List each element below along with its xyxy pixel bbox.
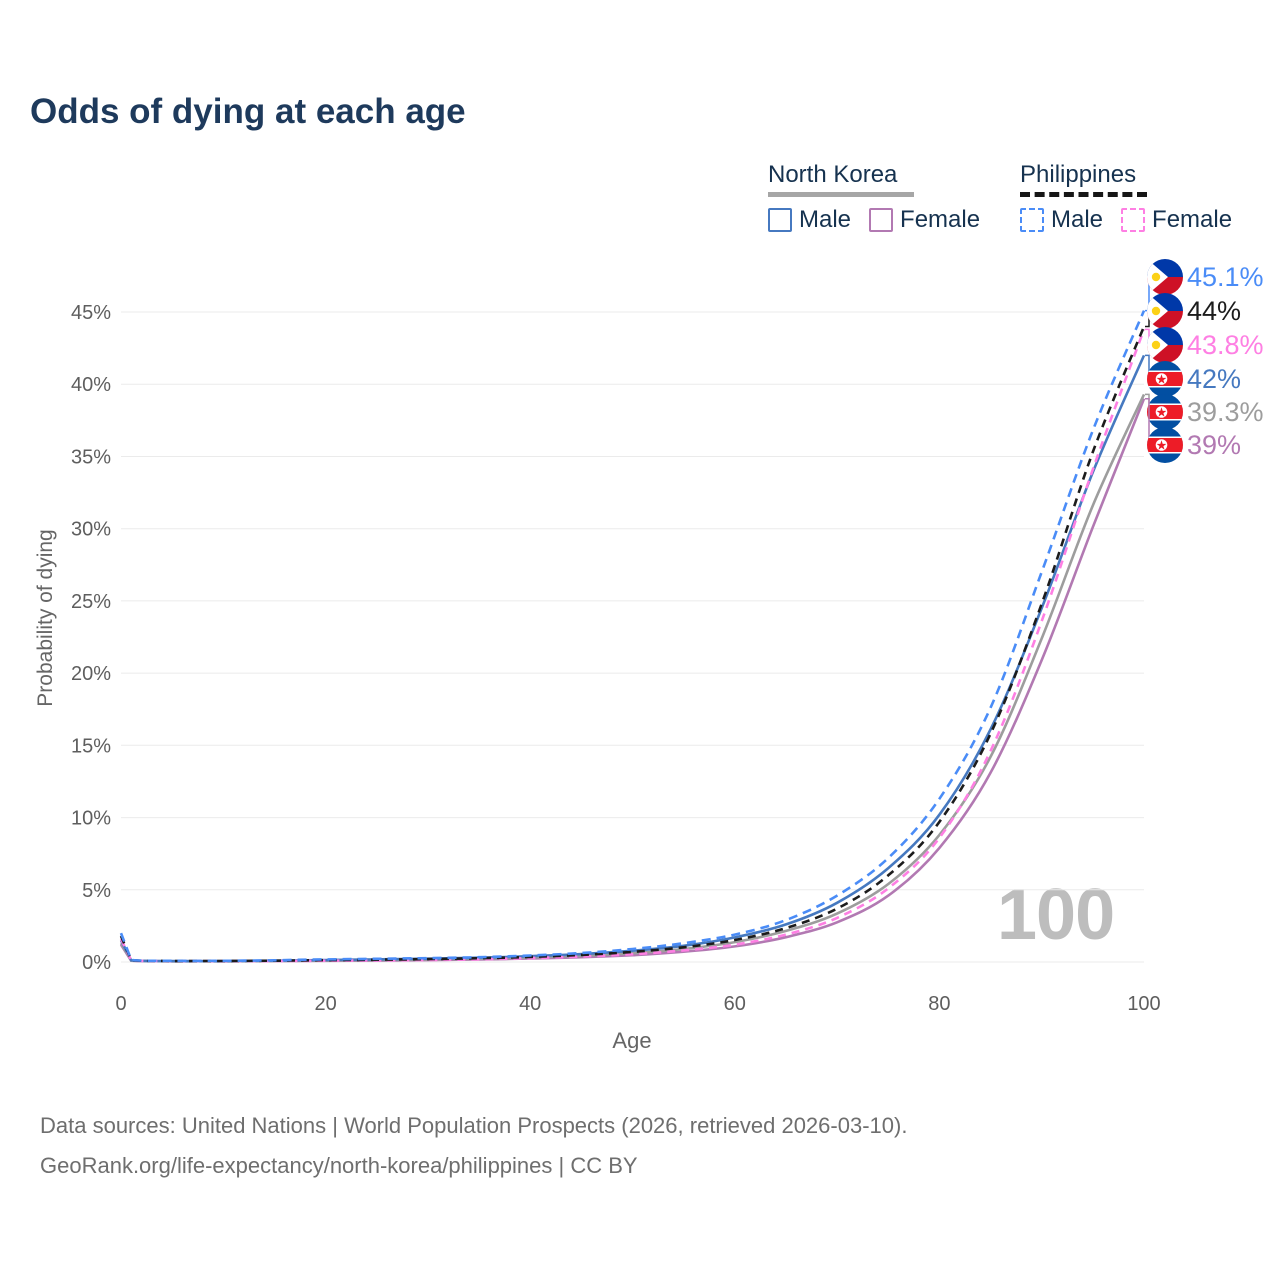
series-line-north-korea-female (119, 398, 1146, 963)
end-value-label: 44% (1187, 296, 1241, 326)
north-korea-flag-icon (1147, 361, 1183, 397)
watermark-age-label: 100 (997, 875, 1115, 955)
legend-group-north-korea: North Korea Male Female (768, 161, 998, 234)
philippines-flag-icon (1147, 293, 1183, 329)
end-value-label: 39.3% (1187, 397, 1264, 427)
checkbox-north-korea-female[interactable] (869, 208, 894, 232)
legend-item-label: Female (1152, 206, 1233, 233)
leader-line (1145, 397, 1157, 446)
end-value-label: 39% (1187, 430, 1241, 460)
leader-line (1145, 354, 1157, 380)
philippines-line-style-swatch (1020, 192, 1147, 197)
series-line-north-korea-overall (119, 393, 1146, 963)
x-axis-title: Age (612, 1028, 652, 1053)
x-tick-label: 20 (314, 993, 336, 1015)
philippines-flag-icon (1147, 327, 1183, 363)
x-tick-label: 100 (1127, 993, 1160, 1015)
series-line-north-korea-male (119, 354, 1146, 963)
checkbox-philippines-female[interactable] (1121, 208, 1146, 232)
leader-line (1145, 276, 1157, 312)
y-tick-label: 30% (71, 519, 111, 541)
end-value-label: 42% (1187, 364, 1241, 394)
north-korea-line-style-swatch (768, 192, 914, 197)
legend-group-philippines: Philippines Male Female (1020, 161, 1250, 234)
page-title: Odds of dying at each age (30, 92, 466, 131)
y-tick-label: 25% (71, 591, 111, 613)
legend-items-north-korea: Male Female (768, 206, 998, 234)
x-tick-label: 0 (115, 993, 126, 1015)
series-line-philippines-male (119, 310, 1146, 963)
y-tick-label: 35% (71, 447, 111, 469)
y-tick-label: 20% (71, 663, 111, 685)
x-tick-label: 60 (724, 993, 746, 1015)
end-value-label: 45.1% (1187, 262, 1264, 292)
leader-line (1145, 310, 1157, 328)
leader-line (1145, 328, 1157, 346)
series-line-philippines-overall (119, 326, 1146, 963)
footer: Data sources: United Nations | World Pop… (40, 1106, 907, 1186)
y-tick-label: 10% (71, 808, 111, 830)
end-value-label: 43.8% (1187, 330, 1264, 360)
series-line-philippines-female (119, 328, 1146, 963)
attribution-line: GeoRank.org/life-expectancy/north-korea/… (40, 1153, 638, 1178)
x-tick-label: 40 (519, 993, 541, 1015)
y-tick-label: 45% (71, 302, 111, 324)
data-sources-line: Data sources: United Nations | World Pop… (40, 1113, 908, 1138)
y-tick-label: 0% (82, 952, 111, 974)
y-tick-label: 40% (71, 374, 111, 396)
y-axis-title: Probability of dying (34, 529, 57, 707)
legend-group-north-korea-label: North Korea (768, 161, 898, 188)
legend-item-label: Male (799, 206, 852, 233)
checkbox-north-korea-male[interactable] (768, 208, 792, 232)
philippines-flag-icon (1147, 259, 1183, 295)
x-tick-label: 80 (928, 993, 950, 1015)
y-tick-label: 5% (82, 880, 111, 902)
legend-item-label: Male (1051, 206, 1104, 233)
leader-line (1145, 393, 1157, 413)
legend-group-philippines-label: Philippines (1020, 161, 1137, 188)
north-korea-flag-icon (1147, 394, 1183, 430)
y-tick-label: 15% (71, 735, 111, 757)
north-korea-flag-icon (1147, 427, 1183, 463)
legend-items-philippines: Male Female (1020, 206, 1250, 234)
checkbox-philippines-male[interactable] (1020, 208, 1044, 232)
legend-item-label: Female (900, 206, 981, 233)
